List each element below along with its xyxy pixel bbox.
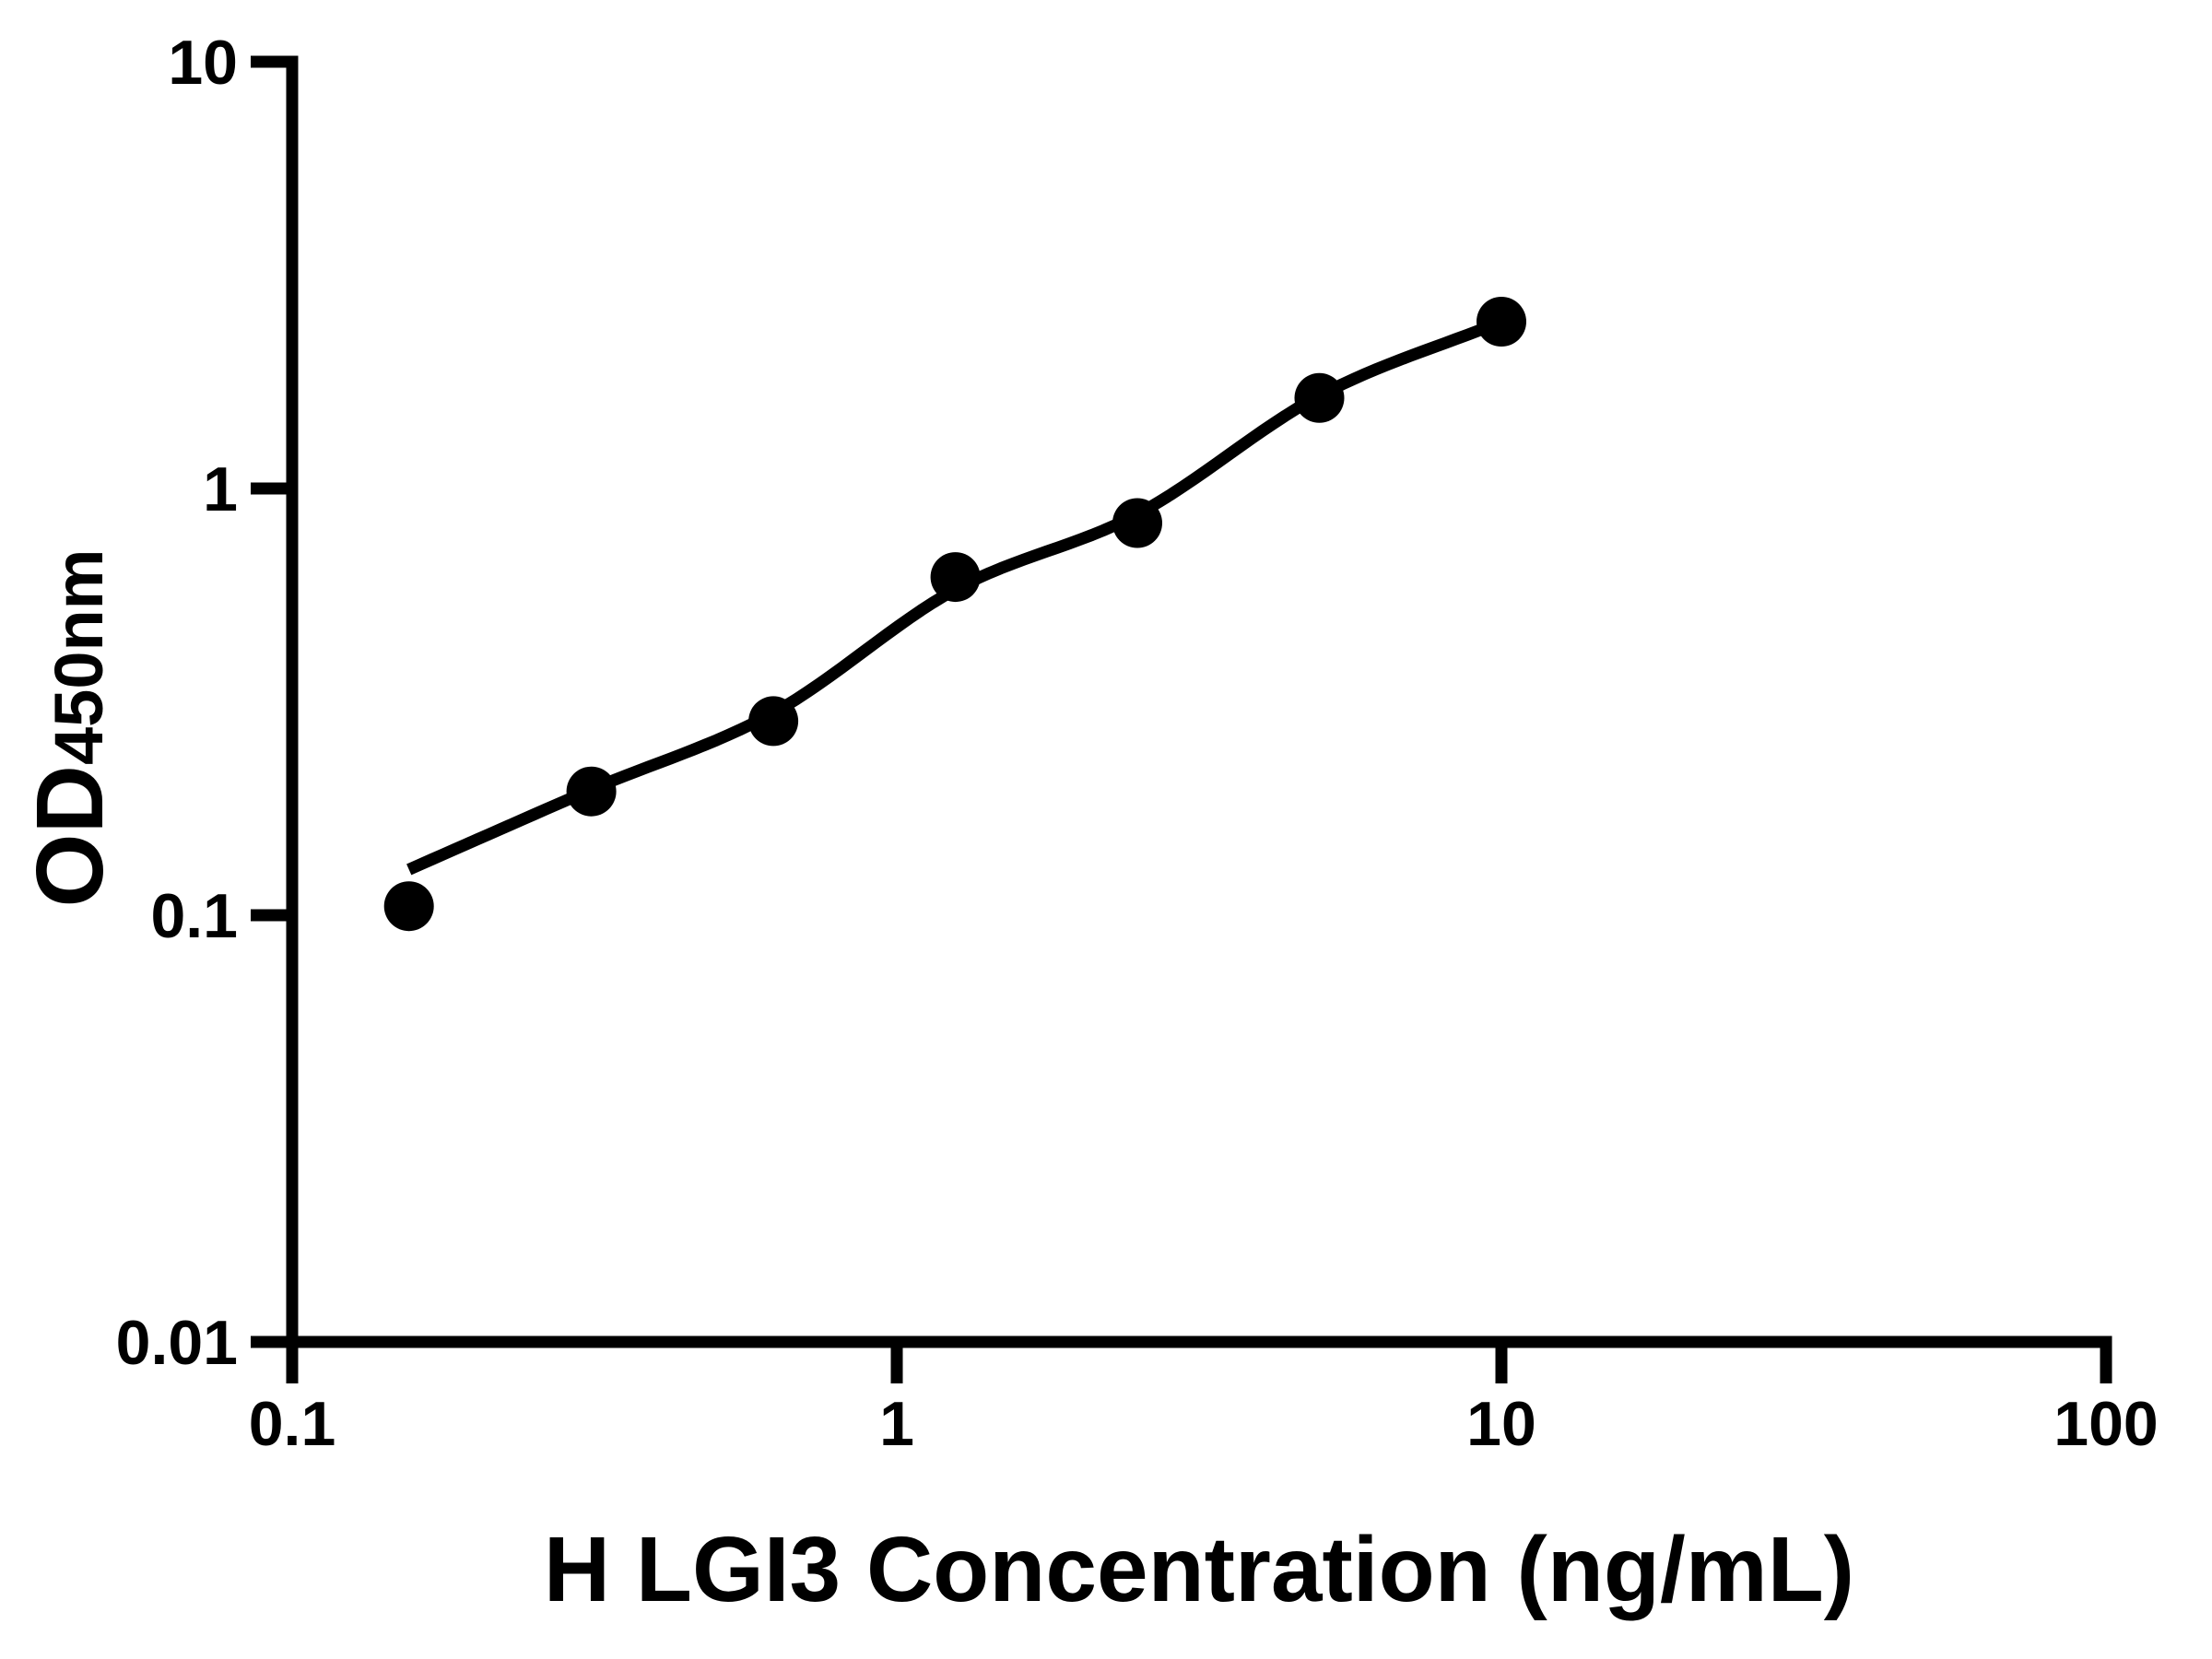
data-points: [383, 297, 1526, 932]
y-tick-label: 0.1: [150, 881, 238, 951]
x-axis-title: H LGI3 Concentration (ng/mL): [544, 1518, 1854, 1621]
y-axis-title: OD450nm: [17, 549, 123, 908]
y-ticks: [251, 55, 292, 1348]
y-axis-title-sub: 450nm: [41, 549, 117, 765]
y-axis-title-main: OD: [17, 765, 123, 908]
data-point: [566, 766, 617, 817]
x-tick-label: 100: [2053, 1389, 2158, 1459]
y-axis: 0.01 0.1 1 10 OD450nm: [17, 28, 299, 1378]
data-point: [1477, 297, 1526, 347]
x-tick-label: 1: [879, 1389, 914, 1459]
y-tick-label: 1: [203, 454, 238, 524]
y-tick-labels: 0.01 0.1 1 10: [116, 28, 238, 1378]
y-tick-label: 0.01: [116, 1308, 238, 1378]
data-point: [1294, 372, 1345, 423]
data-point: [1112, 498, 1162, 548]
x-axis: 0.1 1 10 100 H LGI3 Concentration (ng/mL): [249, 1335, 2159, 1621]
data-point: [748, 696, 799, 747]
data-point: [930, 552, 981, 603]
x-tick-labels: 0.1 1 10 100: [249, 1389, 2159, 1459]
x-tick-label: 0.1: [249, 1389, 336, 1459]
x-ticks: [286, 1342, 2112, 1383]
y-tick-label: 10: [168, 28, 238, 98]
x-tick-label: 10: [1466, 1389, 1536, 1459]
data-point: [383, 881, 434, 932]
